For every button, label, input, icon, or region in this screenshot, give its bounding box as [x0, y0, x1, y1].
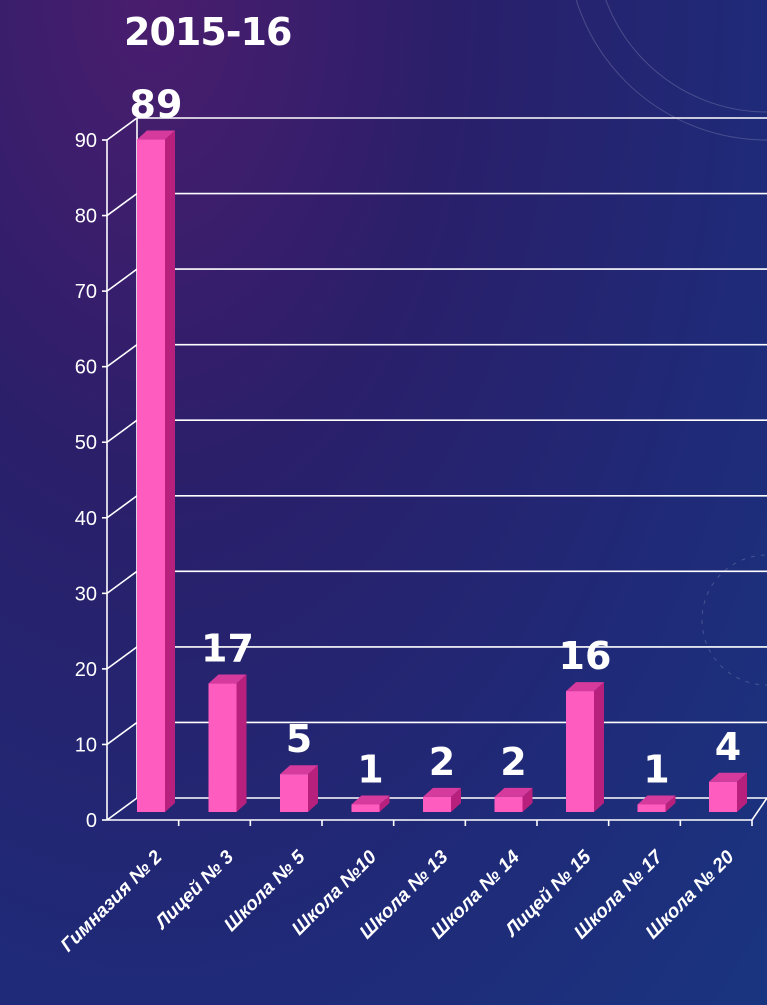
data-label: 17 — [201, 627, 254, 671]
bar-side — [451, 787, 461, 812]
bar-top — [637, 795, 676, 805]
bar-side — [522, 787, 533, 812]
chart-title: 2015-16 — [124, 10, 292, 54]
y-tick-label: 70 — [75, 281, 97, 303]
y-tick-label: 0 — [86, 810, 97, 832]
bar — [709, 781, 737, 812]
y-tick-label: 40 — [75, 508, 97, 530]
bar-top — [709, 772, 747, 782]
bar — [423, 796, 451, 812]
bar — [208, 683, 237, 812]
y-tick-label: 50 — [75, 432, 97, 454]
x-tick-label: Гимназия № 2 — [57, 846, 167, 956]
y-tick-label: 80 — [75, 206, 97, 228]
gridline — [106, 419, 767, 443]
bar-top — [351, 795, 390, 805]
bar — [494, 796, 523, 812]
bar — [137, 139, 165, 813]
gridline — [106, 268, 767, 292]
bar-side — [379, 795, 390, 812]
bar — [280, 774, 308, 812]
gridline — [106, 570, 767, 594]
data-label: 2 — [429, 740, 455, 784]
bar-top — [208, 674, 247, 684]
y-tick-label: 30 — [75, 583, 97, 605]
bar — [351, 804, 380, 812]
data-label: 5 — [286, 717, 312, 761]
bar — [566, 691, 594, 812]
bar — [637, 804, 666, 812]
bar-top — [423, 787, 461, 797]
x-axis-edge — [751, 797, 767, 821]
bar-side — [236, 674, 247, 812]
data-label: 89 — [130, 83, 183, 127]
y-tick-label: 60 — [75, 357, 97, 379]
data-label: 2 — [500, 740, 526, 784]
gridline — [106, 343, 767, 368]
bar-side — [665, 795, 676, 812]
bar-top — [280, 765, 318, 775]
data-label: 16 — [559, 634, 612, 678]
bar-top — [566, 682, 604, 692]
y-tick-label: 90 — [75, 130, 97, 152]
y-tick-label: 20 — [75, 659, 97, 681]
bar-side — [165, 130, 175, 813]
bar-top — [494, 787, 533, 797]
bar-side — [308, 765, 318, 812]
background-decoration — [575, 0, 767, 686]
gridline — [106, 494, 767, 519]
gridline — [106, 192, 767, 217]
data-label: 1 — [643, 747, 669, 791]
data-label: 4 — [715, 725, 741, 769]
bar-side — [737, 772, 747, 812]
gridline — [106, 117, 767, 141]
bar-side — [594, 682, 604, 812]
bar-top — [137, 130, 175, 140]
y-tick-label: 10 — [75, 734, 97, 756]
data-label: 1 — [357, 747, 383, 791]
